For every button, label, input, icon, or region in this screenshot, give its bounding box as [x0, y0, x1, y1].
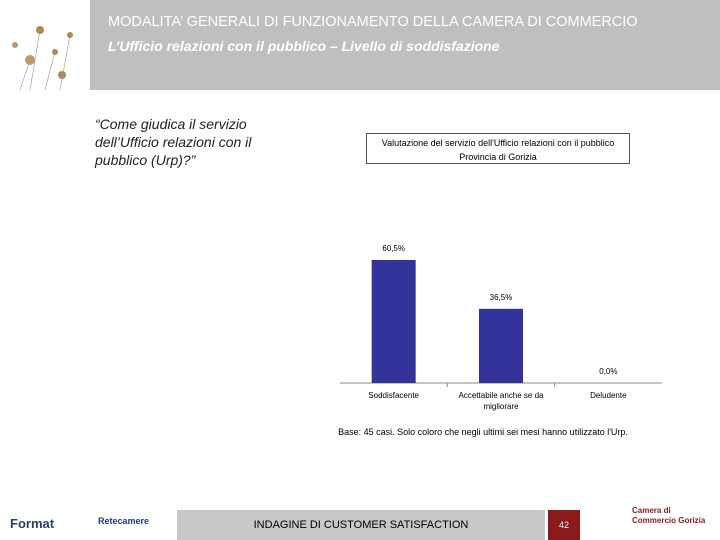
- bar: [371, 260, 416, 383]
- header-subtitle: L’Ufficio relazioni con il pubblico – Li…: [108, 38, 500, 54]
- value-label: 0,0%: [599, 367, 618, 376]
- chart-title: Valutazione del servizio dell'Ufficio re…: [381, 138, 615, 148]
- logo-retecamere: Retecamere: [98, 516, 150, 526]
- logo-format: Format: [10, 516, 55, 531]
- value-label: 60,5%: [382, 244, 405, 253]
- x-tick-label: Accettabile anche se da migliorare: [458, 391, 544, 411]
- footer-label: INDAGINE DI CUSTOMER SATISFACTION: [177, 510, 545, 540]
- note: Base: 45 casi. Solo coloro che negli ult…: [338, 427, 628, 437]
- question: “Come giudica il servizio dell’Ufficio r…: [95, 116, 252, 168]
- value-label: 36,5%: [489, 292, 513, 302]
- x-tick-label: Deludente: [590, 391, 627, 400]
- decoration: [12, 26, 73, 90]
- x-tick-label: Soddisfacente: [368, 391, 419, 400]
- logo-camera: Camera di Commercio Gorizia: [632, 506, 706, 525]
- chart-subtitle: Provincia di Gorizia: [459, 152, 537, 162]
- header-band: [90, 0, 720, 90]
- bar: [479, 308, 523, 383]
- chart-title-box: Valutazione del servizio dell'Ufficio re…: [366, 133, 630, 164]
- header-title: MODALITA’ GENERALI DI FUNZIONAMENTO DELL…: [108, 14, 638, 30]
- page-number: 42: [548, 510, 580, 540]
